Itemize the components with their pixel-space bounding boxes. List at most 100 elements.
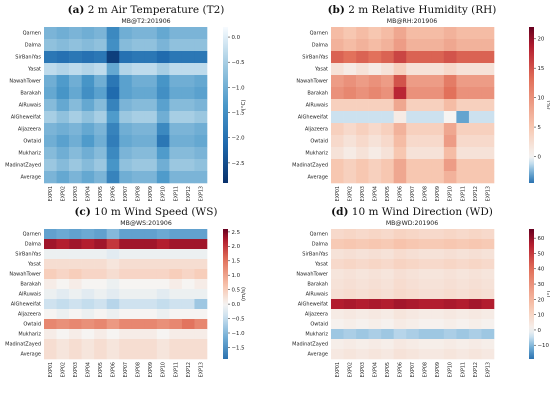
row-labels: Qarnen Dalma SirBaniYas Yasat NawahTower Bara… [5,232,42,358]
heatmap-cell [131,171,145,184]
heatmap-cell [169,329,183,340]
heatmap-cell [368,349,382,360]
heatmap-cell [69,111,82,124]
heatmap-cell [119,123,133,136]
heatmap-cell [56,309,70,320]
heatmap-cell [418,349,432,360]
heatmap-cell [156,159,170,172]
heatmap-cell [131,75,145,88]
heatmap-cell [194,87,208,100]
colorbar-gradient [223,229,228,359]
heatmap-cell [443,269,457,280]
heatmap-cell [381,123,394,136]
heatmap-cell [144,269,158,280]
column-label: EXP01 [335,362,341,377]
heatmap-cell [393,87,407,100]
panel-letter: (a) [68,4,85,16]
heatmap-cell [144,27,158,40]
heatmap-cell [44,27,57,40]
heatmap-cell [418,39,432,52]
heatmap-cell [181,339,195,350]
heatmap-cell [169,99,183,112]
heatmap-cell [169,239,183,250]
heatmap-cell [381,229,394,240]
heatmap-cell [468,27,482,40]
heatmap-cell [406,339,420,350]
heatmap-cell [194,249,208,260]
heatmap-cell [468,239,482,250]
heatmap-cell [343,249,357,260]
row-label: Aljazeera [18,312,41,318]
heatmap-cell [81,99,95,112]
row-label: Qarnen [23,31,41,37]
row-label: AlGheweifat [298,115,328,121]
column-label: EXP11 [173,186,179,201]
column-label: EXP09 [148,362,154,377]
heatmap-cell [381,111,394,124]
heatmap-cell [406,279,420,290]
heatmap-cell [406,159,420,172]
panel-title-text: 2 m Air Temperature (T2) [88,4,225,16]
row-label: AlRuwais [306,292,329,298]
heatmap-cell [468,39,482,52]
heatmap-cell [106,51,120,64]
heatmap-cell [393,27,407,40]
colorbar-tick-label: −0.5 [232,60,245,66]
heatmap-cell [156,349,170,360]
heatmap-cell [468,135,482,148]
heatmap-cell [368,229,382,240]
heatmap-cell [431,289,445,300]
heatmap-cell [106,239,120,250]
heatmap-cell [194,111,208,124]
heatmap-cell [44,329,57,340]
heatmap-cell [181,289,195,300]
heatmap-cell [431,171,445,184]
panel-title: (c) 10 m Wind Speed (WS) [74,206,217,218]
heatmap-cell [443,229,457,240]
heatmap-cell [356,147,369,160]
row-label: AlGheweifat [298,302,328,308]
row-label: MadinatZayed [292,342,328,348]
heatmap-cell [331,123,344,136]
heatmap-cell [406,289,420,300]
row-label: SirBaniYas [302,252,328,258]
column-label: EXP01 [335,186,341,201]
heatmap-cell [343,229,357,240]
heatmap-cell [106,339,120,350]
heatmap-cell [468,259,482,270]
column-label: EXP06 [111,186,117,201]
heatmap-cell [144,39,158,52]
heatmap-cell [431,279,445,290]
heatmap-cell [44,135,57,148]
row-label: Qarnen [23,232,41,238]
heatmap-cell [56,75,70,88]
heatmap-cell [181,135,195,148]
colorbar: 2.5 2.0 1.5 1.0 0.5 0.0 −0.5 −1.0 −1.5 (m/s) [223,229,247,359]
heatmap-cell [131,111,145,124]
heatmap-cell [481,349,495,360]
heatmap-cell [406,229,420,240]
heatmap-cell [381,135,394,148]
heatmap-cell [393,319,407,330]
heatmap-cell [331,319,344,330]
heatmap-cell [94,171,107,184]
row-label: NawahTower [9,79,42,85]
heatmap-cell [481,111,495,124]
heatmap-cell [44,39,57,52]
heatmap-cell [418,171,432,184]
row-label: MadinatZayed [5,163,41,169]
heatmap-cell [44,299,57,310]
heatmap-cell [343,135,357,148]
heatmap-cell [331,39,344,52]
heatmap-cell [119,63,133,76]
heatmap-cell [156,279,170,290]
heatmap-cell [94,99,107,112]
heatmap-cell [131,319,145,330]
heatmap-cell [393,229,407,240]
heatmap-cell [418,51,432,64]
heatmap-cell [44,269,57,280]
heatmap-cell [81,171,95,184]
heatmap-cell [331,309,344,320]
heatmap-cell [468,87,482,100]
heatmap-cell [456,349,470,360]
